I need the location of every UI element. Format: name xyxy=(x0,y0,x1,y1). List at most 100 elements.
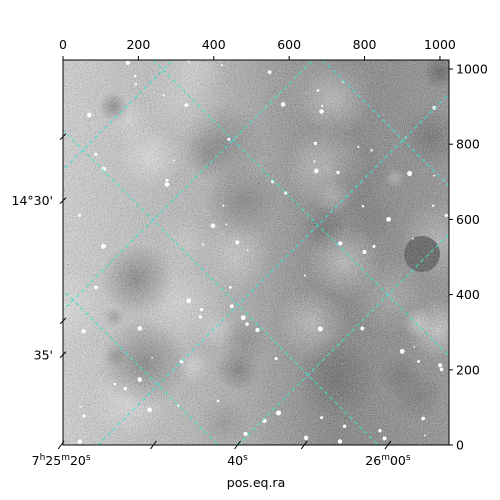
star xyxy=(432,106,437,110)
star xyxy=(444,213,448,217)
ra-grid-line xyxy=(63,129,379,445)
top-tick-label: 200 xyxy=(126,37,150,52)
star xyxy=(432,204,435,207)
star xyxy=(417,360,421,363)
ra-tick-label: 7h25m20s xyxy=(32,453,91,468)
star xyxy=(341,81,344,83)
star xyxy=(81,329,86,334)
star xyxy=(413,346,416,348)
star xyxy=(201,243,204,246)
star xyxy=(276,410,282,416)
star xyxy=(280,102,286,107)
star xyxy=(246,249,249,252)
star xyxy=(313,141,318,146)
bottom-ra-axis: 7h25m20s 40s 26m00s xyxy=(32,440,411,468)
star xyxy=(94,152,98,156)
star xyxy=(357,145,360,148)
star xyxy=(411,237,414,240)
ra-tick xyxy=(234,440,241,450)
star xyxy=(407,170,413,177)
top-tick-label: 0 xyxy=(59,37,67,52)
star xyxy=(255,327,260,333)
right-tick-label: 0 xyxy=(456,438,464,453)
star xyxy=(314,168,319,174)
ra-grid-line xyxy=(322,60,449,187)
star xyxy=(243,431,248,436)
star xyxy=(100,243,106,249)
star xyxy=(423,434,426,437)
coordinate-grid xyxy=(63,60,449,445)
star xyxy=(303,435,309,441)
star xyxy=(173,159,175,162)
star xyxy=(184,103,189,108)
star xyxy=(342,424,347,428)
dec-grid-line xyxy=(237,233,449,445)
star xyxy=(79,405,82,408)
dec-tick xyxy=(59,197,67,204)
star xyxy=(187,60,190,63)
star xyxy=(235,240,240,245)
star xyxy=(220,64,223,67)
star xyxy=(378,429,382,433)
dec-tick xyxy=(59,351,67,359)
right-tick-label: 1000 xyxy=(456,62,488,77)
star xyxy=(245,322,249,326)
star xyxy=(361,205,365,208)
star xyxy=(313,160,316,163)
star xyxy=(210,223,216,229)
star xyxy=(267,70,272,75)
top-tick-label: 800 xyxy=(353,37,377,52)
star xyxy=(372,244,376,248)
dec-tick-label: 14°30' xyxy=(12,193,54,208)
star xyxy=(399,349,405,354)
star xyxy=(320,416,324,420)
plot-frame xyxy=(62,59,450,446)
star xyxy=(186,298,192,304)
star xyxy=(437,363,443,368)
ra-tick xyxy=(384,440,392,450)
star xyxy=(137,326,143,331)
star xyxy=(227,137,231,141)
star xyxy=(164,182,170,187)
star xyxy=(216,399,220,403)
star xyxy=(228,285,232,289)
star xyxy=(199,307,204,312)
ra-tick-label: 40s xyxy=(227,453,248,468)
star xyxy=(123,386,127,391)
dec-tick-label: 35' xyxy=(34,347,53,362)
ra-grid-line xyxy=(152,60,449,357)
star xyxy=(125,60,130,65)
star xyxy=(77,213,81,217)
x-axis-label: pos.eq.ra xyxy=(227,475,285,490)
star xyxy=(421,416,426,421)
star xyxy=(316,89,320,92)
star xyxy=(198,315,203,319)
star xyxy=(370,149,373,152)
right-tick-label: 400 xyxy=(456,287,480,302)
left-dec-axis: 14°30' 35' xyxy=(12,133,67,362)
ra-tick-label: 26m00s xyxy=(365,453,411,468)
star xyxy=(382,436,387,441)
star xyxy=(319,109,324,114)
star xyxy=(177,404,180,407)
star xyxy=(162,94,165,97)
star xyxy=(240,315,246,321)
ra-tick xyxy=(150,440,157,450)
star xyxy=(229,304,234,309)
star xyxy=(134,82,138,86)
star xyxy=(338,241,343,246)
star xyxy=(274,357,278,361)
star xyxy=(362,250,367,254)
star xyxy=(133,74,137,78)
star xyxy=(151,357,153,359)
star xyxy=(113,382,117,386)
star xyxy=(77,439,83,444)
dec-grid-line xyxy=(63,60,314,311)
ra-tick xyxy=(300,440,308,450)
top-tick-label: 400 xyxy=(202,37,226,52)
star xyxy=(360,326,365,331)
dec-grid-line xyxy=(97,93,449,445)
star xyxy=(321,104,324,108)
star xyxy=(82,414,86,418)
